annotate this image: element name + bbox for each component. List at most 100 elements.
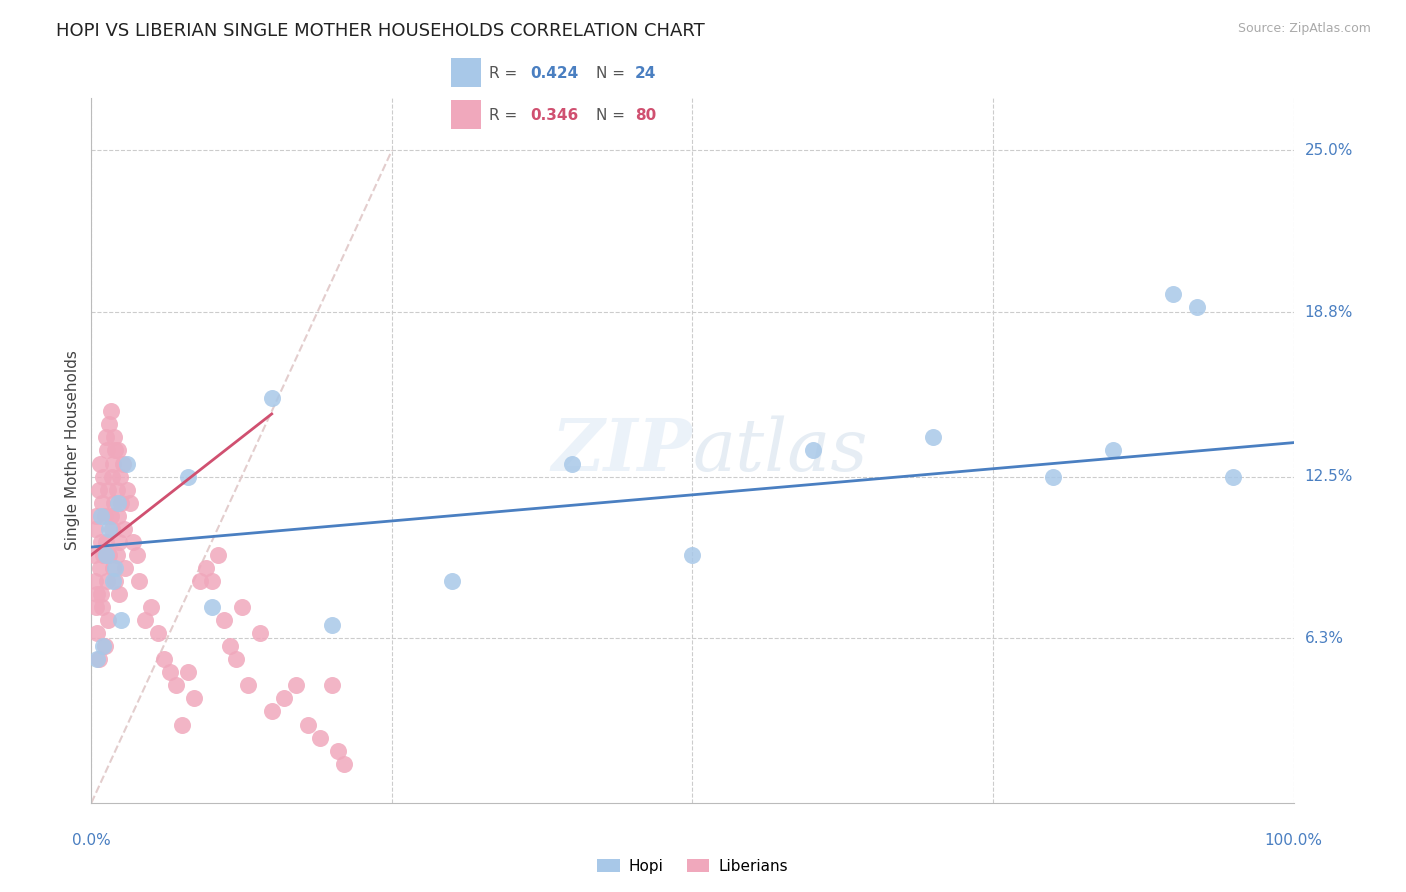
Point xyxy=(84,522,107,536)
Point xyxy=(87,483,110,497)
Point xyxy=(249,626,271,640)
Point xyxy=(183,691,205,706)
Point xyxy=(170,717,193,731)
Point xyxy=(108,587,131,601)
Point xyxy=(93,469,115,483)
Point xyxy=(273,691,295,706)
Point xyxy=(260,391,283,405)
Point xyxy=(236,678,259,692)
Point xyxy=(561,457,583,471)
Point xyxy=(107,508,129,523)
Point xyxy=(84,508,107,523)
Point xyxy=(108,534,131,549)
Point xyxy=(260,705,283,719)
Point xyxy=(90,534,112,549)
Point xyxy=(98,522,121,536)
Point xyxy=(86,626,108,640)
Point xyxy=(93,548,115,562)
Point xyxy=(93,639,115,653)
Point xyxy=(308,731,330,745)
Text: 12.5%: 12.5% xyxy=(1305,469,1353,484)
Point xyxy=(103,496,125,510)
Point xyxy=(97,483,120,497)
Text: 0.346: 0.346 xyxy=(530,108,579,122)
Point xyxy=(93,639,115,653)
Text: Source: ZipAtlas.com: Source: ZipAtlas.com xyxy=(1237,22,1371,36)
Point xyxy=(94,534,117,549)
Point xyxy=(1222,469,1244,483)
Point xyxy=(801,443,824,458)
Point xyxy=(1042,469,1064,483)
Point xyxy=(89,457,111,471)
Point xyxy=(86,587,108,601)
Point xyxy=(212,613,235,627)
Point xyxy=(101,522,124,536)
Point xyxy=(225,652,247,666)
Point xyxy=(91,496,114,510)
Point xyxy=(440,574,463,588)
Point xyxy=(101,574,124,588)
Point xyxy=(284,678,307,692)
Point xyxy=(1161,286,1184,301)
Point xyxy=(128,574,150,588)
Text: ZIP: ZIP xyxy=(551,415,692,486)
Point xyxy=(104,443,127,458)
Point xyxy=(112,522,135,536)
Point xyxy=(141,600,163,615)
Y-axis label: Single Mother Households: Single Mother Households xyxy=(65,351,80,550)
Point xyxy=(84,600,107,615)
Point xyxy=(207,548,229,562)
Text: atlas: atlas xyxy=(692,415,868,486)
Point xyxy=(90,587,112,601)
Text: 6.3%: 6.3% xyxy=(1305,631,1344,646)
Point xyxy=(231,600,253,615)
Point xyxy=(105,548,128,562)
Point xyxy=(89,561,111,575)
Point xyxy=(100,508,122,523)
Point xyxy=(333,756,356,771)
Point xyxy=(98,417,121,432)
Bar xyxy=(451,58,481,87)
Point xyxy=(200,600,222,615)
Point xyxy=(100,404,122,418)
Point xyxy=(96,574,118,588)
Point xyxy=(1102,443,1125,458)
Point xyxy=(118,496,141,510)
Point xyxy=(176,665,198,680)
Text: 25.0%: 25.0% xyxy=(1305,143,1353,158)
Text: R =: R = xyxy=(489,66,523,80)
Point xyxy=(90,508,112,523)
Point xyxy=(152,652,174,666)
Text: 100.0%: 100.0% xyxy=(1264,833,1323,848)
Point xyxy=(87,652,110,666)
Point xyxy=(107,443,129,458)
Point xyxy=(94,430,117,444)
Point xyxy=(321,618,343,632)
Point xyxy=(188,574,211,588)
Point xyxy=(159,665,181,680)
Point xyxy=(326,743,349,757)
Point xyxy=(176,469,198,483)
Point xyxy=(103,430,125,444)
Text: N =: N = xyxy=(596,108,630,122)
Point xyxy=(97,613,120,627)
Point xyxy=(165,678,187,692)
Point xyxy=(96,443,118,458)
Point xyxy=(681,548,703,562)
Text: 24: 24 xyxy=(636,66,657,80)
Text: 18.8%: 18.8% xyxy=(1305,305,1353,319)
Point xyxy=(104,574,127,588)
Point xyxy=(117,457,139,471)
Point xyxy=(218,639,240,653)
Bar xyxy=(451,100,481,129)
Point xyxy=(104,561,127,575)
Point xyxy=(107,496,129,510)
Text: 80: 80 xyxy=(636,108,657,122)
Point xyxy=(101,561,124,575)
Text: N =: N = xyxy=(596,66,630,80)
Point xyxy=(83,548,105,562)
Text: R =: R = xyxy=(489,108,523,122)
Point xyxy=(86,652,108,666)
Point xyxy=(101,457,124,471)
Point xyxy=(134,613,156,627)
